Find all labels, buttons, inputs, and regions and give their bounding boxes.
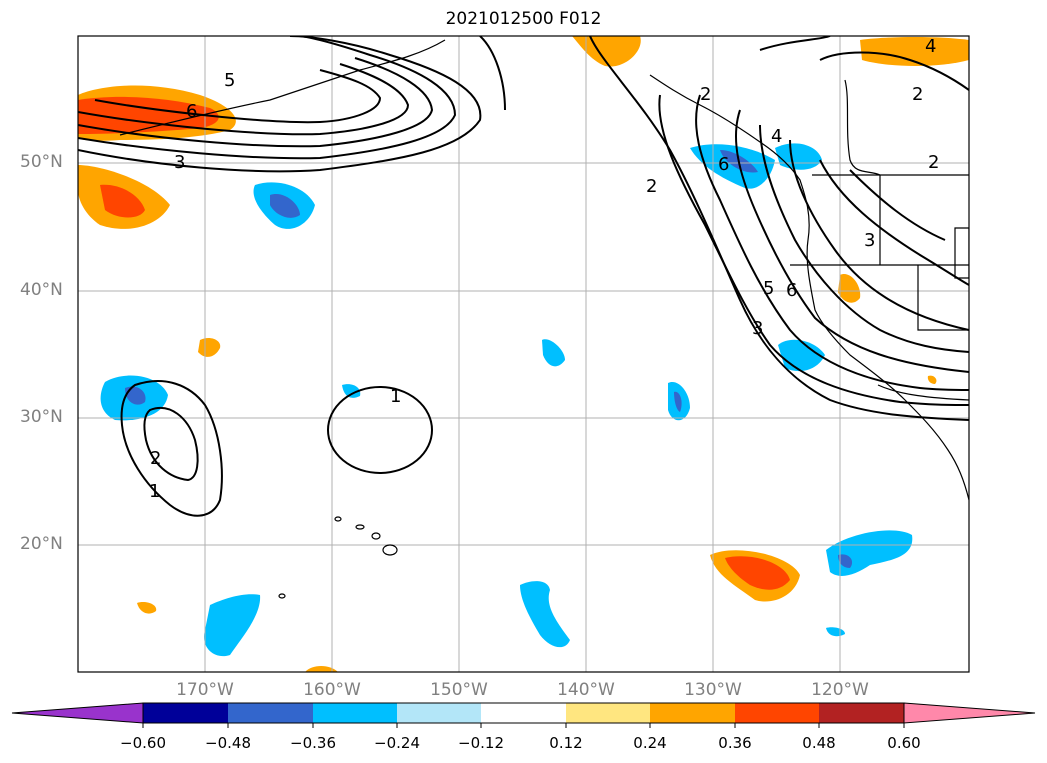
latitude-label: 30°N	[20, 407, 63, 427]
positive-anomaly-region	[838, 274, 861, 303]
contour-label: 1	[149, 481, 160, 502]
contour-label: 2	[150, 448, 161, 469]
strong-positive-anomaly-region	[100, 184, 145, 218]
colorbar-swatch	[819, 703, 904, 723]
colorbar-tick-label: −0.12	[458, 734, 504, 752]
colorbar-swatch	[650, 703, 735, 723]
negative-anomaly-region	[826, 530, 913, 576]
negative-anomaly-region	[204, 594, 261, 657]
contour-label: 2	[912, 84, 923, 105]
contour-label: 3	[752, 318, 763, 339]
contour-label: 2	[928, 152, 939, 173]
contour-label: 4	[771, 126, 782, 147]
longitude-label: 140°W	[557, 680, 615, 700]
contour-label: 6	[718, 154, 729, 175]
colorbar-swatch	[481, 703, 566, 723]
longitude-label: 130°W	[684, 680, 742, 700]
colorbar-extend-high	[903, 702, 1036, 724]
contour-label: 5	[224, 70, 235, 91]
contour-label: 6	[786, 280, 797, 301]
positive-anomaly-region	[572, 36, 641, 67]
longitude-label: 170°W	[176, 680, 234, 700]
negative-anomaly-region	[690, 144, 775, 189]
contour-labels: 5 6 3 4 2 2 4 6 2 3 5 6 3 1 2 1 2	[149, 36, 939, 502]
colorbar-swatch	[566, 703, 650, 723]
strong-negative-anomaly-region	[270, 194, 300, 218]
contour-label: 2	[700, 84, 711, 105]
coastlines	[119, 39, 969, 501]
hawaii-islands	[278, 516, 398, 599]
positive-anomaly-region	[860, 37, 969, 66]
latitude-label: 50°N	[20, 152, 63, 172]
strong-positive-anomaly-region	[725, 556, 790, 590]
colorbar	[11, 702, 1036, 728]
colorbar-swatch	[228, 703, 313, 723]
latitude-label: 40°N	[20, 280, 63, 300]
colorbar-tick-label: 0.24	[633, 734, 667, 752]
anomaly-fills	[78, 36, 969, 672]
contour-label: 3	[864, 230, 875, 251]
longitude-label: 150°W	[430, 680, 488, 700]
colorbar-tick-label: 0.12	[549, 734, 583, 752]
positive-anomaly-region	[198, 337, 221, 357]
strong-negative-anomaly-region	[125, 386, 146, 405]
colorbar-swatch	[143, 703, 228, 723]
colorbar-swatch	[397, 703, 481, 723]
colorbar-tick-label: 0.36	[718, 734, 752, 752]
colorbar-tick-label: −0.24	[374, 734, 420, 752]
contour-label: 1	[390, 386, 401, 407]
negative-anomaly-region	[542, 339, 565, 367]
colorbar-swatch	[313, 703, 397, 723]
longitude-label: 160°W	[303, 680, 361, 700]
contour-lines	[78, 36, 969, 517]
colorbar-tick-label: −0.48	[205, 734, 251, 752]
contour-label: 2	[646, 176, 657, 197]
negative-anomaly-region	[520, 581, 570, 648]
colorbar-tick-label: −0.36	[290, 734, 336, 752]
longitude-label: 120°W	[811, 680, 869, 700]
map-title: 2021012500 F012	[445, 9, 602, 29]
negative-anomaly-region	[775, 143, 822, 170]
colorbar-extend-low	[11, 702, 144, 724]
contour-label: 5	[763, 278, 774, 299]
graticule	[78, 36, 969, 672]
contour-label: 6	[186, 101, 197, 122]
colorbar-tick-label: 0.60	[887, 734, 921, 752]
contour-label: 4	[925, 36, 936, 57]
colorbar-swatch	[735, 703, 819, 723]
latitude-label: 20°N	[20, 534, 63, 554]
colorbar-tick-label: −0.60	[120, 734, 166, 752]
colorbar-tick-label: 0.48	[802, 734, 836, 752]
contour-label: 3	[174, 152, 185, 173]
map-frame	[77, 35, 970, 673]
positive-anomaly-region	[137, 601, 157, 614]
